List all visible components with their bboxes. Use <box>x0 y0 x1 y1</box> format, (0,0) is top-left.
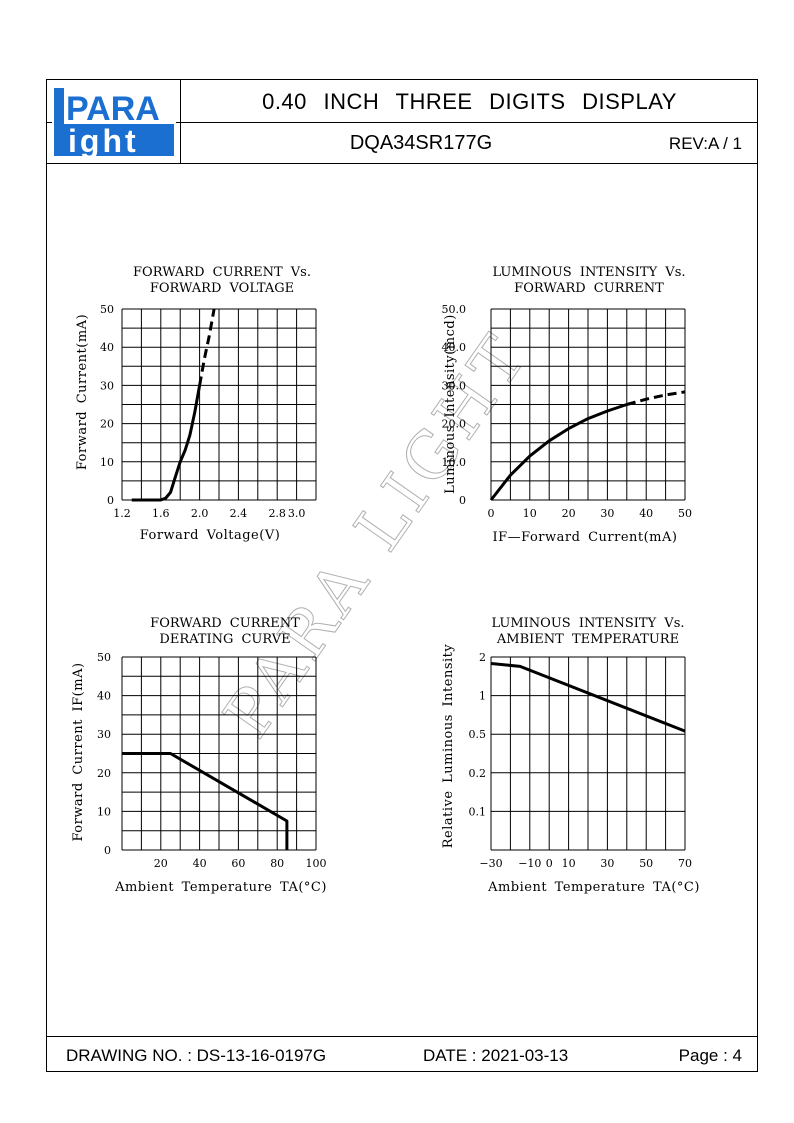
x-tick-label: 30 <box>600 857 614 870</box>
y-tick-label: 50 <box>97 651 111 664</box>
y-tick-label: 0.2 <box>469 767 487 780</box>
x-tick-label: 10 <box>562 857 576 870</box>
para-light-logo: PARA ight <box>52 86 176 158</box>
chart-forward-current-vs-voltage: 1.2 1.6 2.0 2.4 2.8 3.0 0 10 20 30 40 50 FORWARD CUR… <box>75 265 317 543</box>
y-tick-label: 40 <box>100 341 114 354</box>
y-tick-label: 0 <box>107 494 114 507</box>
series-line-dashed <box>626 390 686 406</box>
x-tick-label: 70 <box>678 857 692 870</box>
x-tick-label: 0 <box>488 507 495 520</box>
part-number: DQA34SR177G <box>349 132 493 154</box>
series-line <box>489 403 628 501</box>
x-tick-label: −30 <box>479 857 502 870</box>
y-tick-label: 30.0 <box>442 379 467 392</box>
y-tick-label: 10 <box>100 456 114 469</box>
x-tick-label: 80 <box>270 857 284 870</box>
x-tick-label: 2.4 <box>230 507 248 520</box>
y-tick-label: 10.0 <box>442 456 467 469</box>
x-tick-label: 10 <box>523 507 537 520</box>
x-tick-label: 40 <box>639 507 653 520</box>
chart-title: FORWARD VOLTAGE <box>150 281 294 296</box>
page-frame <box>46 79 758 1072</box>
chart-luminous-intensity-vs-current: 0 10 20 30 40 50 0 10.0 20.0 30.0 40.0 50.0 LUMINOUS… <box>442 265 693 545</box>
series-line <box>122 752 289 850</box>
y-axis-label: Luminous Intensity(mcd) <box>443 314 458 494</box>
series-line <box>490 662 686 733</box>
y-tick-label: 40.0 <box>442 341 467 354</box>
x-axis-label: IF—Forward Current(mA) <box>493 530 678 545</box>
y-axis-label: Forward Current(mA) <box>75 314 90 470</box>
x-tick-label: 100 <box>306 857 327 870</box>
x-tick-label: 50 <box>678 507 692 520</box>
x-tick-label: 60 <box>231 857 245 870</box>
y-tick-label: 1 <box>479 690 486 703</box>
y-tick-label: 0.5 <box>469 728 487 741</box>
x-tick-label: 30 <box>600 507 614 520</box>
x-tick-label: 2.0 <box>191 507 209 520</box>
revision: REV:A / 1 <box>668 134 742 153</box>
y-tick-label: 0 <box>104 844 111 857</box>
logo-bar <box>54 88 64 156</box>
y-tick-label: 2 <box>479 651 486 664</box>
chart-title: DERATING CURVE <box>159 632 290 647</box>
document-title: 0.40 INCH THREE DIGITS DISPLAY <box>262 89 677 114</box>
x-axis-label: Ambient Temperature TA(°C) <box>114 880 327 895</box>
drawing-number: DRAWING NO. : DS-13-16-0197G <box>66 1046 327 1065</box>
header-divider <box>46 122 758 123</box>
series-line-dashed <box>198 308 216 386</box>
y-tick-label: 0.1 <box>469 805 487 818</box>
x-tick-label: 20 <box>562 507 576 520</box>
x-axis-label: Forward Voltage(V) <box>140 528 281 543</box>
page-number: Page : 4 <box>678 1046 742 1065</box>
chart-title: FORWARD CURRENT <box>150 616 300 631</box>
y-tick-label: 50 <box>100 303 114 316</box>
logo-text-ight: ight <box>68 123 139 158</box>
y-tick-label: 50.0 <box>442 303 467 316</box>
chart-title: AMBIENT TEMPERATURE <box>496 632 679 647</box>
chart-derating-curve: 20 40 60 80 100 0 10 20 30 40 50 FORWARD CURRENTDER… <box>71 616 327 895</box>
x-tick-label: 50 <box>639 857 653 870</box>
chart-luminous-intensity-vs-temperature: −30 −10 0 10 30 50 70 0.1 0.2 0.5 1 2 LUMINOUS INTEN… <box>441 616 700 895</box>
drawing-date: DATE : 2021-03-13 <box>423 1046 569 1065</box>
logo-band <box>54 124 174 156</box>
y-tick-label: 20.0 <box>442 418 467 431</box>
series-line <box>131 385 202 502</box>
x-tick-label: 1.6 <box>152 507 170 520</box>
x-tick-label: 40 <box>193 857 207 870</box>
header-bottom-rule <box>46 163 758 164</box>
x-tick-label: 2.8 <box>268 507 286 520</box>
logo-text-para: PARA <box>66 90 160 128</box>
chart-title: LUMINOUS INTENSITY Vs. <box>491 616 684 631</box>
x-axis-label: Ambient Temperature TA(°C) <box>487 880 700 895</box>
y-tick-label: 40 <box>97 690 111 703</box>
y-axis-label: Relative Luminous Intensity <box>441 644 456 849</box>
x-tick-label: 3.0 <box>288 507 306 520</box>
y-tick-label: 0 <box>459 494 466 507</box>
y-tick-label: 20 <box>100 418 114 431</box>
y-axis-label: Forward Current IF(mA) <box>71 662 86 841</box>
x-tick-label: 0 <box>546 857 553 870</box>
x-tick-label: −10 <box>518 857 541 870</box>
chart-title: FORWARD CURRENT Vs. <box>133 265 311 280</box>
x-tick-label: 1.2 <box>113 507 131 520</box>
header-logo-divider <box>180 79 181 164</box>
y-tick-label: 30 <box>97 728 111 741</box>
chart-title: LUMINOUS INTENSITY Vs. <box>492 265 685 280</box>
y-tick-label: 10 <box>97 805 111 818</box>
chart-title: FORWARD CURRENT <box>514 281 664 296</box>
y-tick-label: 20 <box>97 767 111 780</box>
footer-rule <box>46 1036 758 1037</box>
x-tick-label: 20 <box>154 857 168 870</box>
y-tick-label: 30 <box>100 379 114 392</box>
